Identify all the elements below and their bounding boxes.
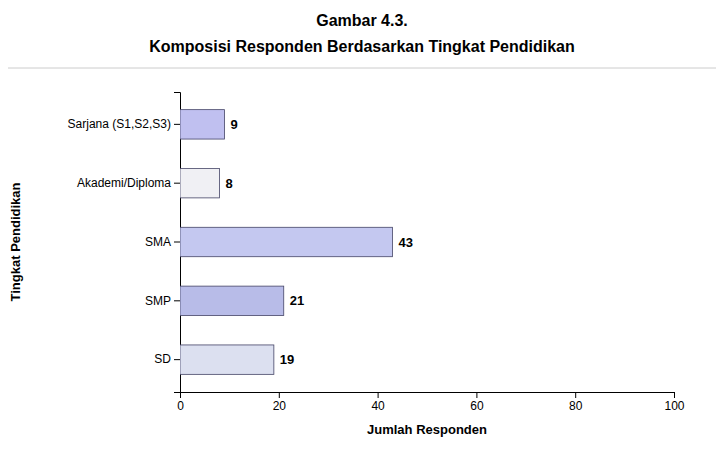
bar: [180, 168, 220, 197]
y-tick-label: SD: [154, 352, 171, 366]
x-tick: 0: [177, 392, 184, 413]
x-axis-line: [181, 393, 675, 399]
data-labels: 19 21 43 8 9: [226, 117, 413, 367]
data-label: 43: [398, 235, 412, 250]
y-tick: Sarjana (S1,S2,S3): [68, 117, 180, 131]
x-tick-label: 100: [664, 399, 684, 413]
y-tick-mark: [174, 359, 180, 360]
x-tick-label: 80: [569, 399, 583, 413]
bar: [180, 345, 274, 374]
title-separator: [8, 68, 716, 69]
plot-area: 0 20 40 60 80 100 SD SMP SMA Akademi/Diploma Sarja…: [8, 93, 685, 438]
y-tick-mark: [174, 183, 180, 184]
x-tick: 60: [470, 392, 484, 413]
x-tick-mark: [279, 392, 280, 398]
y-tick-label: SMP: [145, 294, 171, 308]
data-label: 9: [230, 117, 237, 132]
y-axis-line: [174, 93, 181, 393]
x-axis: 0 20 40 60 80 100: [177, 392, 685, 413]
chart-svg: Gambar 4.3. Komposisi Responden Berdasark…: [0, 0, 724, 450]
y-tick: SD: [154, 352, 180, 366]
title: Gambar 4.3.: [316, 12, 408, 29]
bar: [180, 227, 392, 256]
y-tick-mark: [174, 124, 180, 125]
y-tick: SMA: [145, 235, 180, 249]
x-tick-label: 20: [273, 399, 287, 413]
x-tick: 40: [371, 392, 385, 413]
bar: [180, 110, 224, 139]
x-tick-mark: [575, 392, 576, 398]
x-tick-label: 60: [470, 399, 484, 413]
y-tick: SMP: [145, 294, 180, 308]
data-label: 21: [290, 293, 304, 308]
x-tick-mark: [378, 392, 379, 398]
y-tick-label: SMA: [145, 235, 171, 249]
y-tick: Akademi/Diploma: [77, 176, 180, 190]
data-label: 19: [280, 352, 294, 367]
bars: [180, 110, 392, 375]
bar: [180, 286, 284, 315]
x-tick-label: 40: [371, 399, 385, 413]
x-tick-mark: [674, 392, 675, 398]
y-axis: SD SMP SMA Akademi/Diploma Sarjana (S1,S2,S3…: [68, 93, 181, 393]
x-tick-label: 0: [177, 399, 184, 413]
x-axis-title: Jumlah Responden: [367, 422, 487, 437]
y-axis-title: Tingkat Pendidikan: [8, 182, 23, 301]
y-tick-mark: [174, 300, 180, 301]
data-label: 8: [226, 176, 233, 191]
y-tick-label: Akademi/Diploma: [77, 176, 171, 190]
y-tick-mark: [174, 242, 180, 243]
subtitle: Komposisi Responden Berdasarkan Tingkat …: [149, 38, 575, 55]
x-tick-mark: [476, 392, 477, 398]
y-tick-label: Sarjana (S1,S2,S3): [68, 117, 171, 131]
x-tick: 80: [569, 392, 583, 413]
chart-container: Gambar 4.3. Komposisi Responden Berdasark…: [0, 0, 724, 450]
x-tick: 100: [664, 392, 684, 413]
x-tick: 20: [273, 392, 287, 413]
